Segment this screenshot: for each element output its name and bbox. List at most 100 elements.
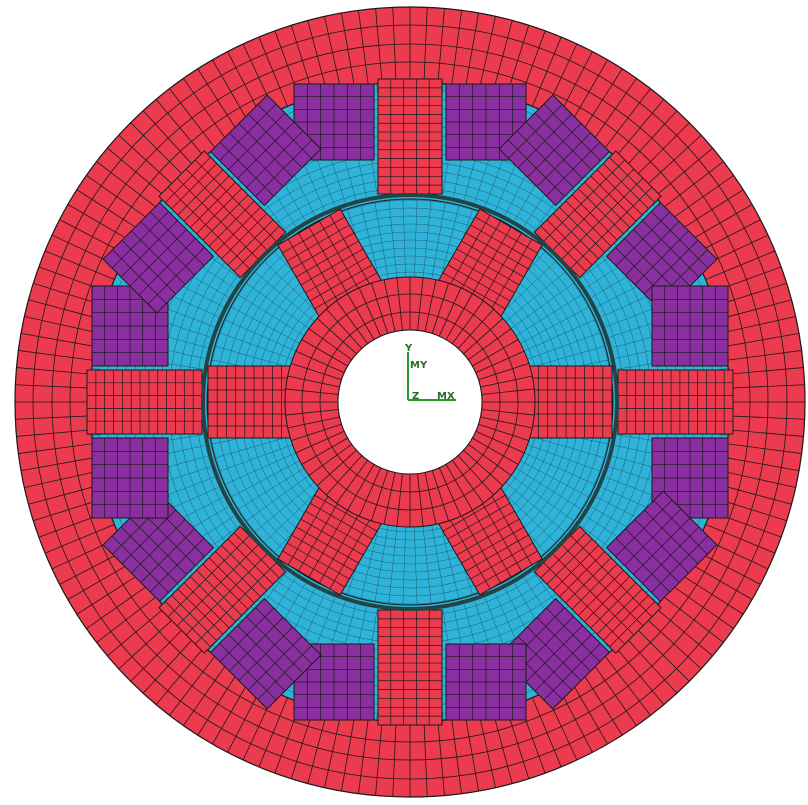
rotor-mesh-radial bbox=[388, 526, 398, 604]
yoke-mesh-radial bbox=[358, 10, 369, 85]
yoke-mesh-radial bbox=[705, 250, 776, 280]
hub-mesh-radial bbox=[308, 443, 352, 476]
stator-pole-mesh bbox=[552, 213, 599, 260]
yoke-mesh-radial bbox=[96, 161, 157, 208]
yoke-mesh-radial bbox=[324, 714, 342, 788]
hub-mesh-radial bbox=[445, 293, 473, 340]
stator-pole-mesh bbox=[190, 182, 236, 228]
yoke-mesh-radial bbox=[645, 134, 702, 187]
rotor-mesh-radial bbox=[254, 482, 315, 533]
rotor-pole-mesh bbox=[475, 491, 522, 572]
coil-mesh bbox=[543, 103, 601, 161]
yoke-mesh-radial bbox=[258, 697, 288, 768]
stator-pole-mesh bbox=[176, 544, 259, 627]
yoke-mesh-radial bbox=[130, 122, 185, 177]
coil-mesh bbox=[525, 121, 583, 179]
yoke-mesh-radial bbox=[593, 78, 637, 141]
stator-pole-group bbox=[86, 285, 203, 519]
coil-mesh bbox=[219, 103, 277, 161]
rotor-mesh-radial bbox=[245, 475, 310, 522]
stator-pole-mesh bbox=[559, 207, 605, 253]
yoke-mesh-radial bbox=[212, 59, 251, 126]
hub-mesh-radial bbox=[431, 470, 450, 522]
triad-z-label: Z bbox=[412, 391, 419, 402]
rotor-mesh-radial bbox=[527, 332, 601, 360]
coil-mesh bbox=[147, 247, 205, 305]
stator-pole-mesh bbox=[215, 207, 261, 253]
coil-mesh bbox=[228, 112, 286, 170]
coil-mesh bbox=[228, 634, 286, 692]
coil-mesh bbox=[129, 229, 187, 287]
rotor-pole-mesh bbox=[329, 214, 377, 295]
yoke-mesh-radial bbox=[725, 333, 800, 347]
triad-y-label: Y bbox=[404, 343, 413, 354]
stator-pole-mesh bbox=[552, 553, 635, 636]
yoke-mesh-radial bbox=[18, 350, 93, 361]
hub-mesh-radial bbox=[468, 443, 512, 476]
hub-mesh-radial bbox=[396, 473, 403, 527]
yoke-mesh-radial bbox=[375, 8, 383, 84]
stator-pole-mesh bbox=[584, 576, 630, 622]
yoke-mesh-radial bbox=[465, 717, 479, 792]
yoke-mesh-radial bbox=[212, 678, 251, 745]
yoke-mesh-radial bbox=[679, 189, 744, 231]
stator-pole-group bbox=[102, 490, 322, 710]
yoke-mesh-radial bbox=[392, 721, 397, 797]
stator-pole-mesh bbox=[176, 177, 259, 260]
yoke-mesh-radial bbox=[451, 10, 462, 85]
rotor-pole-mesh bbox=[443, 509, 491, 590]
stator-pole-mesh bbox=[171, 163, 217, 209]
yoke-mesh-radial bbox=[392, 7, 397, 83]
rotor-mesh-radial bbox=[439, 523, 460, 600]
hub-mesh-radial bbox=[478, 362, 530, 381]
hub-mesh-radial bbox=[326, 455, 363, 496]
rotor-pole-mesh bbox=[287, 485, 335, 566]
stator-pole-mesh bbox=[559, 551, 605, 597]
rotor-mesh-radial bbox=[237, 468, 305, 510]
yoke-mesh-radial bbox=[465, 12, 479, 87]
yoke-mesh-radial bbox=[358, 719, 369, 794]
rotor-mesh-radial bbox=[515, 468, 583, 510]
stator-pole-mesh bbox=[603, 163, 649, 209]
coil-mesh bbox=[246, 616, 304, 674]
yoke-mesh-radial bbox=[569, 59, 608, 126]
yoke-mesh-radial bbox=[155, 646, 205, 705]
stator-pole-mesh bbox=[208, 200, 255, 247]
stator-pole-mesh bbox=[540, 225, 587, 272]
yoke-mesh-radial bbox=[76, 573, 141, 615]
hub-mesh-radial bbox=[370, 470, 389, 522]
rotor-pole-mesh bbox=[298, 232, 345, 313]
stator-pole-mesh bbox=[208, 557, 255, 604]
yoke-mesh-radial bbox=[197, 68, 239, 133]
coil-mesh bbox=[255, 607, 313, 665]
yoke-mesh-radial bbox=[722, 316, 796, 334]
hub-mesh-radial bbox=[347, 293, 375, 340]
stator-pole-mesh bbox=[543, 159, 626, 242]
yoke-mesh-radial bbox=[24, 316, 98, 334]
yoke-mesh-radial bbox=[28, 484, 102, 505]
yoke-mesh-radial bbox=[532, 697, 562, 768]
stator-pole-mesh bbox=[577, 188, 624, 235]
coil-mesh bbox=[633, 517, 691, 575]
hub-mesh-radial bbox=[478, 423, 530, 442]
hub-mesh-radial bbox=[287, 416, 340, 429]
stator-pole-mesh bbox=[202, 563, 249, 610]
stator-pole-mesh bbox=[227, 219, 274, 266]
stator-pole-mesh bbox=[561, 544, 644, 627]
rotor-pole-mesh bbox=[475, 232, 522, 313]
coil-mesh bbox=[111, 211, 169, 269]
yoke-mesh-radial bbox=[686, 204, 753, 243]
yoke-mesh-radial bbox=[625, 637, 678, 694]
stator-pole-mesh bbox=[221, 213, 268, 260]
coil-mesh bbox=[525, 625, 583, 683]
hub-mesh-radial bbox=[290, 362, 342, 381]
stator-pole-mesh bbox=[590, 175, 637, 222]
yoke-mesh-radial bbox=[663, 596, 724, 643]
stator-pole-mesh bbox=[196, 569, 243, 616]
stator-pole-mesh bbox=[571, 194, 618, 241]
yoke-mesh-radial bbox=[729, 384, 805, 389]
yoke-mesh-radial bbox=[24, 470, 98, 488]
yoke-mesh-radial bbox=[728, 429, 804, 437]
rotor-pole-mesh bbox=[319, 220, 366, 301]
